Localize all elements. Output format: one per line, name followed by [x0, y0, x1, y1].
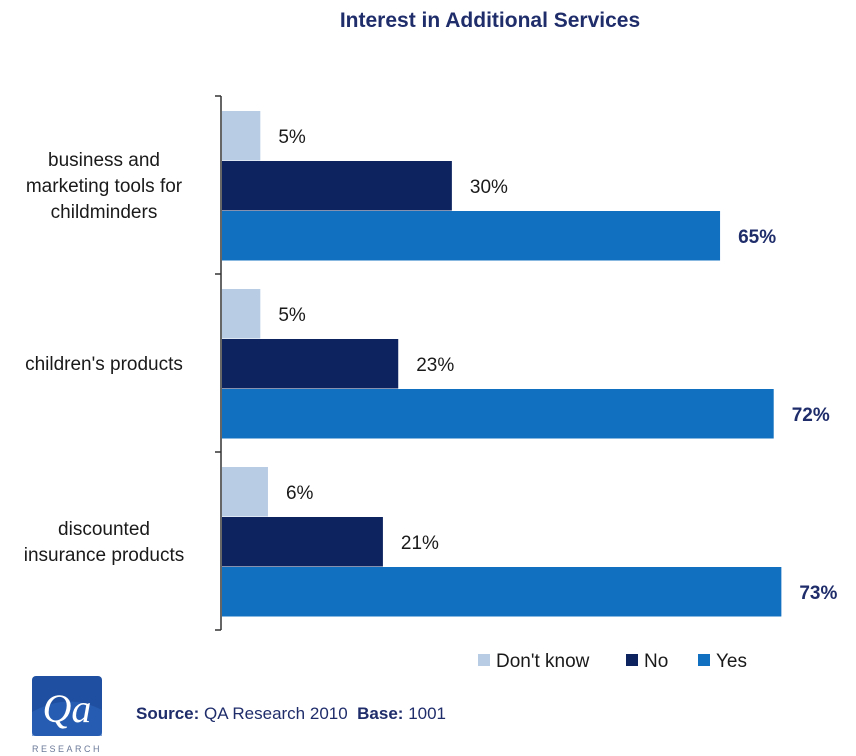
- category-label: childminders: [51, 202, 158, 223]
- qa-research-logo: Qa RESEARCH: [32, 676, 102, 754]
- data-label: 72%: [792, 405, 830, 426]
- bar: [222, 517, 383, 567]
- source-note: Source: QA Research 2010 Base: 1001: [136, 704, 446, 724]
- source-label: Source:: [136, 704, 200, 723]
- data-label: 65%: [738, 227, 776, 248]
- bar: [222, 567, 782, 617]
- base-label: Base:: [357, 704, 404, 723]
- data-label: 5%: [278, 305, 306, 326]
- data-label: 30%: [470, 177, 508, 198]
- bar: [222, 111, 261, 161]
- bar-chart: Interest in Additional Services 5% 30% 65%…: [24, 9, 838, 672]
- legend-swatch: [698, 654, 710, 666]
- category-label: business and: [48, 150, 160, 171]
- category-label: insurance products: [24, 545, 185, 566]
- source-value: QA Research 2010: [204, 704, 348, 723]
- category-labels: business and marketing tools for childmind…: [24, 150, 185, 566]
- legend-swatch: [626, 654, 638, 666]
- category-label: marketing tools for: [26, 176, 183, 197]
- legend-entry: Don't know: [496, 651, 590, 672]
- bar: [222, 161, 452, 211]
- bar: [222, 467, 268, 517]
- legend-entry: No: [644, 651, 668, 672]
- bar: [222, 289, 261, 339]
- data-label: 73%: [799, 583, 837, 604]
- chart-title: Interest in Additional Services: [340, 9, 640, 32]
- base-value: 1001: [408, 704, 447, 723]
- category-label: discounted: [58, 519, 150, 540]
- bar: [222, 389, 774, 439]
- legend-swatch: [478, 654, 490, 666]
- footer: Qa RESEARCH Source: QA Research 2010 Bas…: [0, 672, 856, 756]
- category-axis: [215, 95, 222, 631]
- data-label: 21%: [401, 533, 439, 554]
- svg-text:Qa: Qa: [43, 686, 92, 731]
- category-label: children's products: [25, 354, 183, 375]
- legend: Don't know No Yes: [478, 651, 747, 672]
- bars: 5% 30% 65% 5% 23% 72% 6% 21% 73%: [222, 111, 837, 617]
- bar: [222, 211, 721, 261]
- bar: [222, 339, 399, 389]
- data-label: 23%: [416, 355, 454, 376]
- legend-entry: Yes: [716, 651, 747, 672]
- data-label: 6%: [286, 483, 314, 504]
- svg-text:RESEARCH: RESEARCH: [32, 744, 102, 754]
- data-label: 5%: [278, 127, 306, 148]
